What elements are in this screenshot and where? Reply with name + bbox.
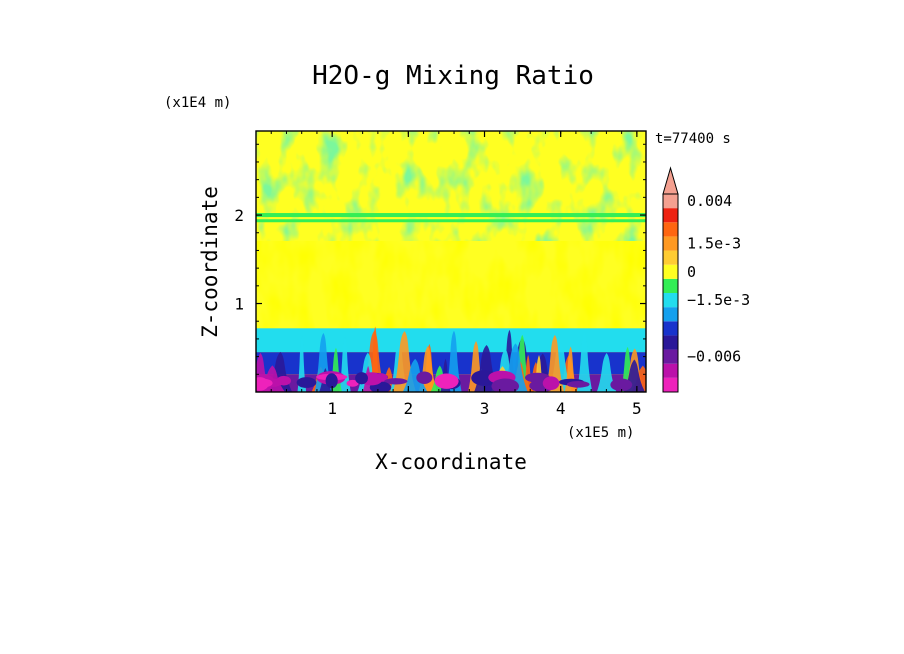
- colorbar-swatch: [663, 278, 678, 293]
- x-tick-label: 5: [632, 399, 642, 418]
- colorbar-swatch: [663, 363, 678, 378]
- x-axis-title: X-coordinate: [375, 450, 527, 474]
- colorbar-swatch: [663, 222, 678, 237]
- colorbar-swatch: [663, 236, 678, 251]
- colorbar-swatch: [663, 194, 678, 209]
- colorbar-swatch: [663, 335, 678, 350]
- time-label: t=77400 s: [655, 131, 731, 147]
- colorbar-label: −0.006: [687, 348, 741, 366]
- y-tick-label: 2: [234, 206, 244, 225]
- surface-blob: [434, 373, 459, 389]
- x-tick-label: 2: [404, 399, 414, 418]
- field-plume: [576, 332, 593, 392]
- colorbar-label: 1.5e-3: [687, 235, 741, 253]
- y-unit-label: (x1E4 m): [164, 95, 231, 111]
- plot-frame: [255, 130, 647, 393]
- colorbar-swatch: [663, 377, 678, 392]
- x-axis: 1 2 3 4 5: [270, 131, 642, 418]
- surface-blob: [346, 379, 359, 387]
- x-tick-label: 4: [556, 399, 566, 418]
- y-axis-title: Z-coordinate: [198, 186, 222, 338]
- colorbar-swatch: [663, 307, 678, 322]
- surface-blob: [542, 376, 560, 390]
- field-band: [256, 328, 646, 353]
- colorbar: 0.004 1.5e-3 0 −1.5e-3 −0.006: [662, 166, 750, 393]
- upper-field-texture: [256, 131, 646, 241]
- colorbar-label: −1.5e-3: [687, 291, 750, 309]
- surface-blob: [610, 378, 633, 392]
- plot-area: [256, 131, 646, 392]
- colorbar-swatch: [663, 208, 678, 223]
- colorbar-extend-arrow: [662, 166, 679, 195]
- surface-blob: [296, 377, 317, 388]
- field-band: [256, 219, 646, 223]
- field-plume: [402, 358, 428, 392]
- field-band: [256, 213, 646, 218]
- surface-blob: [355, 372, 368, 385]
- chart-title: H2O-g Mixing Ratio: [312, 61, 594, 91]
- colorbar-swatch: [663, 321, 678, 336]
- colorbar-label: 0: [687, 263, 696, 281]
- colorbar-swatch: [663, 264, 678, 279]
- surface-blob: [416, 371, 433, 385]
- middle-field-texture: [256, 241, 646, 331]
- surface-blob: [384, 378, 408, 385]
- y-axis: 12: [234, 143, 646, 375]
- surface-blob: [491, 378, 520, 392]
- colorbar-swatch: [663, 349, 678, 364]
- surface-blob: [256, 378, 273, 388]
- surface-blob: [566, 380, 590, 388]
- x-tick-label: 3: [480, 399, 490, 418]
- colorbar-swatch: [663, 250, 678, 265]
- x-tick-label: 1: [327, 399, 337, 418]
- colorbar-swatch: [663, 293, 678, 308]
- colorbar-label: 0.004: [687, 192, 732, 210]
- surface-blob: [325, 373, 338, 389]
- x-unit-label: (x1E5 m): [567, 425, 634, 441]
- field-plume: [523, 354, 533, 392]
- y-tick-label: 1: [234, 295, 244, 314]
